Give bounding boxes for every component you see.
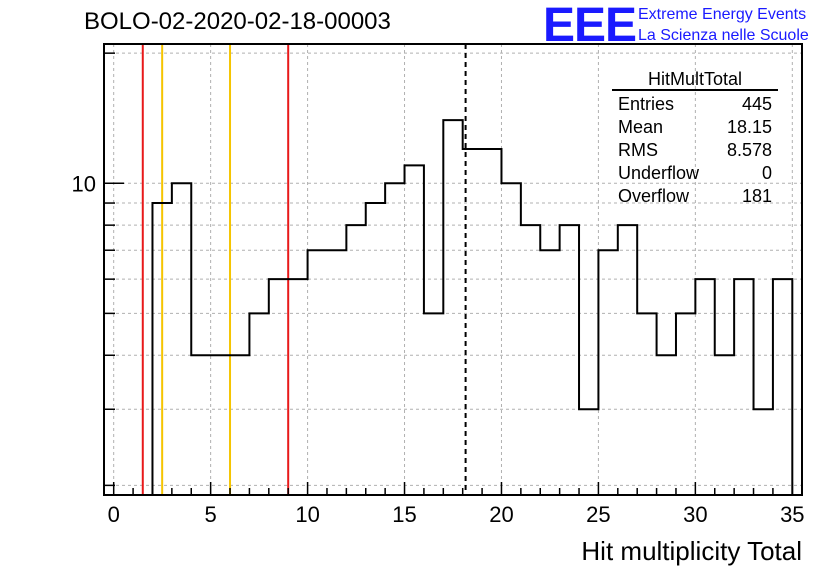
eee-logo: EEE [543,0,637,52]
histogram-bin [618,225,637,495]
x-axis-title: Hit multiplicity Total [581,536,802,566]
logo-line-1: Extreme Energy Events [638,6,807,23]
histogram-bin [443,120,462,495]
histogram-bin [540,250,559,495]
y-tick-label: 10 [72,171,96,196]
histogram-bin [191,355,210,495]
histogram-bin [288,279,307,495]
histogram-bin [482,149,501,495]
stat-row-entries: Entries 445 [612,93,778,116]
stat-value: 181 [741,186,772,206]
histogram-bin [308,250,327,495]
stat-label: Underflow [618,163,700,183]
grid-lines [104,44,802,495]
histogram-bin [172,183,191,495]
histogram-bin [754,409,773,495]
stat-label: Overflow [618,186,690,206]
stat-row-underflow: Underflow 0 [612,162,778,185]
stat-value: 0 [761,163,772,183]
histogram-bin [385,183,404,495]
histogram-bin [773,279,792,495]
stat-value: 18.15 [726,117,772,137]
stat-label: Mean [618,117,664,137]
stat-label: Entries [618,94,675,114]
histogram-bin [560,225,579,495]
x-tick-label: 10 [295,502,319,527]
histogram-bin [598,250,617,495]
histogram-bin [327,250,346,495]
stat-row-rms: RMS 8.578 [612,139,778,162]
stat-label: RMS [618,140,658,160]
marker-lines [141,44,467,495]
histogram-bin [695,279,714,495]
stats-box: HitMultTotal Entries 445 Mean 18.15 RMS … [612,70,778,208]
histogram-bin [734,279,753,495]
histogram-outline [151,119,794,495]
x-tick-label: 15 [392,502,416,527]
histogram-bin [269,279,288,495]
histogram-bin [521,225,540,495]
histogram-bin [230,355,249,495]
histogram-bin [424,313,443,495]
histogram-bin [405,165,424,495]
histogram-bin [211,355,230,495]
histogram-bin [657,355,676,495]
histogram-bin [637,313,656,495]
x-tick-label: 30 [683,502,707,527]
x-tick-label: 5 [205,502,217,527]
logo-line-2: La Scienza nelle Scuole [638,27,809,44]
x-tick-label: 25 [586,502,610,527]
histogram-bars [151,119,794,495]
run-title: BOLO-02-2020-02-18-00003 [84,8,391,35]
histogram-bin [366,203,385,495]
stat-value: 445 [741,94,772,114]
histogram-bin [249,313,268,495]
stat-value: 8.578 [726,140,772,160]
x-tick-label: 20 [489,502,513,527]
stat-row-overflow: Overflow 181 [612,185,778,208]
histogram-bin [346,225,365,495]
x-tick-label: 35 [780,502,804,527]
histogram-bin [579,409,598,495]
x-tick-label: 0 [108,502,120,527]
stats-title: HitMultTotal [612,70,778,91]
axes: 0 5 10 15 20 25 30 35 10 [72,43,805,527]
stat-row-mean: Mean 18.15 [612,116,778,139]
histogram-bin [715,355,734,495]
logo-caption: Extreme Energy Events La Scienza nelle S… [638,4,809,46]
histogram-bin [676,313,695,495]
histogram-bin [501,183,520,495]
plot-frame [103,43,803,496]
